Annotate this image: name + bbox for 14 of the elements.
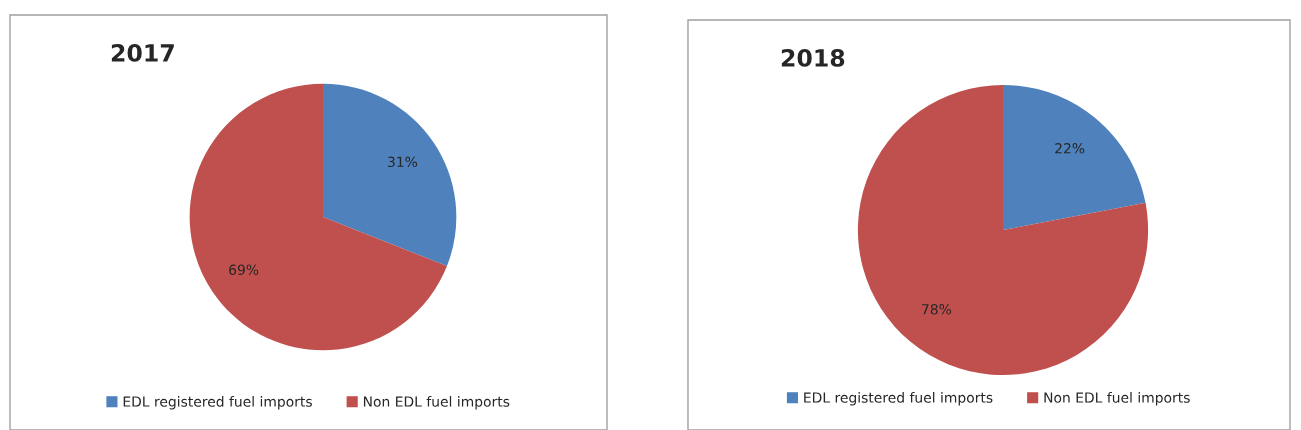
- legend-label: Non EDL fuel imports: [1044, 392, 1190, 406]
- chart-title: 2017: [111, 43, 174, 62]
- pie-slice: [323, 83, 457, 267]
- pie-slice: [1003, 84, 1146, 230]
- pie-slice: [857, 84, 1149, 376]
- legend-label: EDL registered fuel imports: [804, 392, 993, 406]
- data-label: 22%: [1055, 143, 1085, 154]
- pie-slice: [189, 83, 447, 351]
- data-label: 69%: [229, 264, 259, 275]
- legend-label: Non EDL fuel imports: [363, 396, 510, 410]
- chart-title: 2018: [781, 48, 845, 67]
- data-label: 78%: [922, 304, 952, 315]
- legend-label: EDL registered fuel imports: [123, 396, 312, 410]
- data-label: 31%: [388, 156, 418, 168]
